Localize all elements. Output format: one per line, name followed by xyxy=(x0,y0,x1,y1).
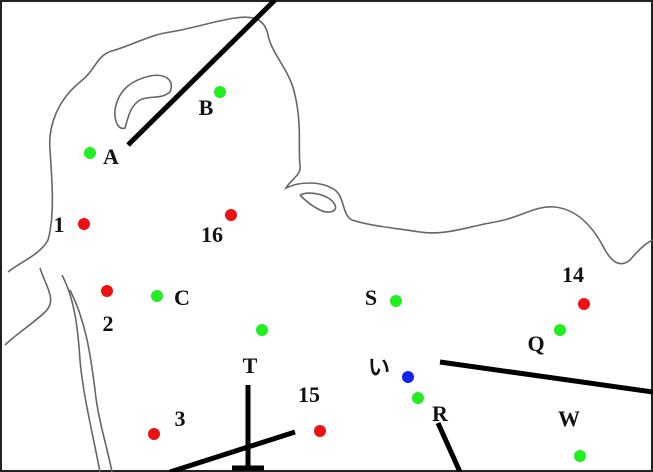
road xyxy=(126,0,277,147)
point xyxy=(151,290,163,302)
point xyxy=(390,295,402,307)
point-label: 3 xyxy=(175,406,186,431)
point xyxy=(412,392,424,404)
point xyxy=(148,428,160,440)
point-label: 14 xyxy=(562,262,584,287)
point xyxy=(84,147,96,159)
point-label: 15 xyxy=(298,382,320,407)
point xyxy=(402,371,414,383)
point-label: 16 xyxy=(201,222,223,247)
point xyxy=(578,298,590,310)
road xyxy=(169,429,296,472)
point-label: R xyxy=(432,401,449,426)
point-label: 2 xyxy=(103,311,114,336)
point-label: い xyxy=(368,355,390,380)
point xyxy=(574,450,586,462)
points xyxy=(78,86,590,462)
coastline xyxy=(4,16,653,472)
roads xyxy=(126,0,653,472)
point xyxy=(256,324,268,336)
point xyxy=(214,86,226,98)
road xyxy=(439,359,653,395)
point xyxy=(101,285,113,297)
point-label: C xyxy=(174,285,190,310)
point-label: A xyxy=(103,144,119,169)
point-label: Q xyxy=(527,331,544,356)
point xyxy=(78,218,90,230)
road xyxy=(435,421,463,472)
point-labels: A B C S T Q R W い 1 2 3 14 15 16 xyxy=(54,95,585,431)
point-label: B xyxy=(199,95,214,120)
point-label: S xyxy=(365,285,377,310)
point-label: 1 xyxy=(54,212,65,237)
point-label: W xyxy=(558,406,580,431)
point xyxy=(314,425,326,437)
point xyxy=(554,324,566,336)
point-label: T xyxy=(243,353,258,378)
point xyxy=(225,209,237,221)
